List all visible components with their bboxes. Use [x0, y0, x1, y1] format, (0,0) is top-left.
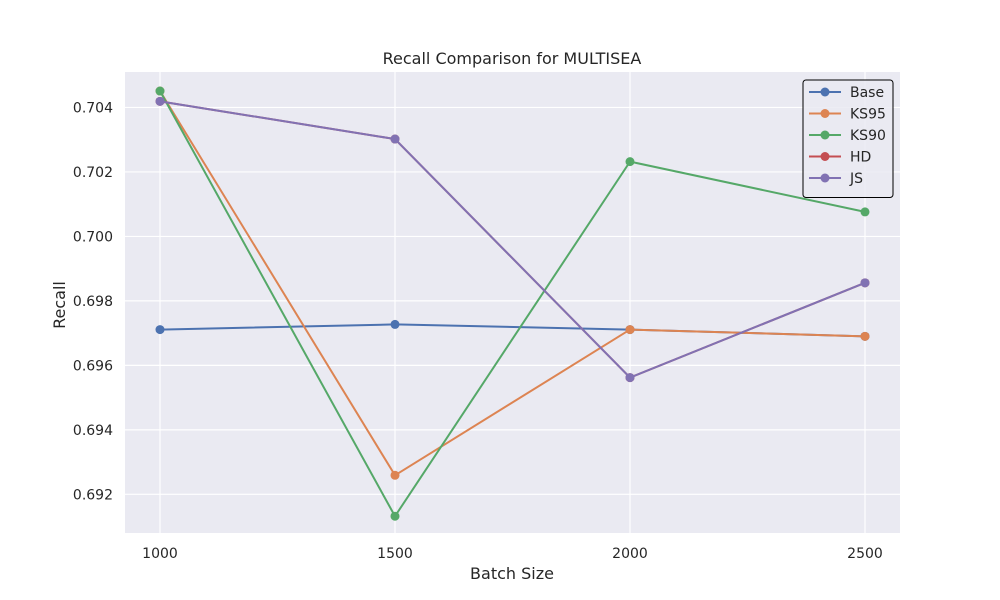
chart-title: Recall Comparison for MULTISEA [383, 49, 642, 68]
data-point [860, 278, 870, 288]
data-point [390, 470, 400, 480]
legend-item-hd: HD [809, 150, 871, 166]
data-point [155, 96, 165, 106]
legend-marker [820, 152, 830, 161]
data-point [390, 134, 400, 144]
x-tick-label: 2000 [612, 546, 648, 562]
x-tick-label: 2500 [847, 546, 883, 562]
data-point [155, 86, 165, 96]
x-tick-label: 1000 [142, 546, 178, 562]
series-line [159, 90, 866, 518]
legend-label: HD [850, 150, 871, 166]
plot-area [125, 72, 900, 533]
grid [125, 72, 900, 533]
x-axis-label: Batch Size [470, 564, 554, 583]
y-tick-label: 0.700 [73, 229, 113, 245]
data-point [390, 511, 400, 521]
x-tick-label: 1500 [377, 546, 413, 562]
series-line [159, 100, 866, 379]
y-tick-label: 0.698 [73, 294, 113, 310]
y-tick-label: 0.694 [73, 423, 113, 439]
data-point [860, 207, 870, 217]
data-point [625, 157, 635, 167]
legend-marker [820, 173, 830, 183]
data-point [625, 373, 635, 383]
y-tick-label: 0.702 [73, 165, 113, 181]
series-line [159, 90, 866, 477]
y-axis-label: Recall [50, 281, 69, 329]
legend: Base KS95 KS90 HD JS [802, 79, 894, 198]
legend-label: KS95 [850, 107, 886, 123]
y-tick-label: 0.692 [73, 487, 113, 503]
x-axis-ticks: 1000 1500 2000 2500 [142, 546, 883, 562]
legend-marker [820, 109, 830, 118]
legend-label: KS90 [850, 128, 886, 144]
legend-item-base: Base [809, 85, 884, 101]
legend-marker [820, 87, 830, 97]
legend-marker [820, 130, 830, 140]
series-lines [155, 86, 870, 521]
data-point [390, 319, 400, 329]
y-tick-label: 0.696 [73, 358, 113, 374]
series-ks90 [155, 86, 870, 521]
data-point [625, 325, 635, 335]
y-tick-label: 0.704 [73, 100, 113, 116]
data-point [860, 331, 870, 341]
legend-item-js: JS [809, 171, 863, 187]
series-js [155, 96, 870, 383]
legend-label: JS [849, 171, 863, 187]
legend-item-ks95: KS95 [809, 107, 886, 123]
legend-item-ks90: KS90 [809, 128, 886, 144]
legend-label: Base [850, 85, 884, 101]
data-point [155, 325, 165, 335]
y-axis-ticks: 0.692 0.694 0.696 0.698 0.700 0.702 0.704 [73, 100, 113, 503]
